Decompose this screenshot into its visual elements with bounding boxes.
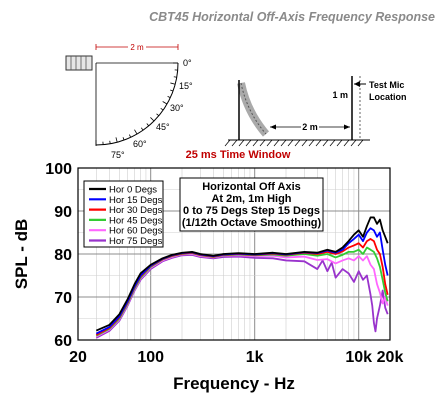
floor-hatch-line xyxy=(336,139,343,147)
arc-tick xyxy=(170,82,176,85)
distance-arrow-left xyxy=(270,124,276,130)
figure-title: CBT45 Horizontal Off-Axis Frequency Resp… xyxy=(149,10,435,24)
time-window-label: 25 ms Time Window xyxy=(186,149,291,161)
x-tick-label: 10k xyxy=(345,349,372,366)
y-tick-label: 90 xyxy=(54,204,72,221)
arc-tick xyxy=(122,137,125,141)
mic-arrow-head xyxy=(354,81,360,87)
arc-tick xyxy=(129,134,132,138)
floor-hatch-line xyxy=(301,139,308,147)
plot-frame xyxy=(77,167,391,341)
arc-tick xyxy=(140,127,144,131)
top-view-diagram: 2 m 0° 15° 30° 45° 60° 75° xyxy=(65,42,193,160)
arc-ticks xyxy=(95,62,178,145)
array-speaker xyxy=(65,55,93,71)
curved-array-side xyxy=(237,82,270,137)
floor-hatch-line xyxy=(231,139,238,147)
arc-tick xyxy=(167,96,171,99)
arc-tick xyxy=(115,137,118,143)
x-tick-label: 1k xyxy=(246,349,264,366)
measurement-arc xyxy=(95,62,179,146)
angle-label-15: 15° xyxy=(179,81,193,91)
floor-hatch-line xyxy=(308,139,315,147)
legend-label: Hor 45 Degs xyxy=(109,215,163,226)
floor-hatch-line xyxy=(329,139,336,147)
angle-label-0: 0° xyxy=(183,58,192,68)
side-distance-label-bg xyxy=(301,121,319,131)
angle-label-45: 45° xyxy=(156,122,170,132)
y-tick-label: 80 xyxy=(54,247,72,264)
floor-hatch-line xyxy=(224,139,231,147)
arc-tick xyxy=(173,76,177,78)
distance-label-bg xyxy=(128,42,146,51)
height-label: 1 m xyxy=(332,90,348,100)
y-axis-label: SPL - dB xyxy=(12,219,31,290)
y-tick-label: 100 xyxy=(45,161,72,178)
arc-tick xyxy=(134,129,138,135)
side-distance-label: 2 m xyxy=(302,122,318,132)
angle-label-60: 60° xyxy=(133,139,147,149)
arc-tick xyxy=(160,107,164,111)
x-tick-label: 20 xyxy=(69,349,87,366)
x-tick-labels: 20 100 1k 10k 20k xyxy=(69,349,403,366)
floor-hatch-line xyxy=(259,139,266,147)
legend-box xyxy=(83,180,164,248)
floor-hatch-line xyxy=(322,139,329,147)
y-tick-label: 70 xyxy=(54,290,72,307)
floor-hatch-line xyxy=(294,139,301,147)
curved-array-outline xyxy=(240,82,267,135)
annotation-line: 0 to 75 Degs Step 15 Degs xyxy=(183,205,320,217)
arc-tick xyxy=(162,101,168,105)
floor-hatch-line xyxy=(280,139,287,147)
floor-hatch-line xyxy=(252,139,259,147)
y-tick-labels: 60 70 80 90 100 xyxy=(45,161,72,350)
arc-tick xyxy=(150,117,155,122)
floor-hatch-line xyxy=(266,139,273,147)
series-line xyxy=(95,253,389,339)
angle-label-30: 30° xyxy=(170,103,184,113)
floor-hatch-line xyxy=(315,139,322,147)
arc-tick xyxy=(170,89,174,92)
series-lines xyxy=(95,216,389,339)
floor-hatch xyxy=(224,139,364,147)
legend-label: Hor 60 Degs xyxy=(109,226,163,237)
annotation-line: Horizontal Off Axis xyxy=(202,181,301,193)
arc-tick xyxy=(109,140,111,144)
annotation: Horizontal Off Axis At 2m, 1m High 0 to … xyxy=(179,177,324,232)
height-label-bg xyxy=(336,89,350,99)
y-tick-label: 60 xyxy=(54,333,72,350)
floor-hatch-line xyxy=(343,139,350,147)
annotation-box xyxy=(179,177,324,232)
mic-label-line1: Test Mic xyxy=(369,80,404,90)
series-line xyxy=(95,216,389,332)
legend-label: Hor 75 Degs xyxy=(109,236,163,247)
x-tick-label: 100 xyxy=(137,349,164,366)
x-tick-label: 20k xyxy=(377,349,404,366)
x-axis-label: Frequency - Hz xyxy=(173,374,295,393)
annotation-line: (1/12th Octave Smoothing) xyxy=(182,217,322,229)
angle-label-75: 75° xyxy=(111,150,125,160)
legend-label: Hor 15 Degs xyxy=(109,195,163,206)
distance-arrow-right xyxy=(344,124,350,130)
annotation-line: At 2m, 1m High xyxy=(211,193,291,205)
floor-hatch-line xyxy=(273,139,280,147)
distance-label: 2 m xyxy=(130,43,144,52)
floor-hatch-line xyxy=(245,139,252,147)
legend-label: Hor 30 Degs xyxy=(109,205,163,216)
side-view-diagram: 1 m Test Mic Location 2 m xyxy=(224,76,407,147)
floor-hatch-line xyxy=(350,139,357,147)
mic-label-line2: Location xyxy=(369,92,407,102)
floor-hatch-line xyxy=(238,139,245,147)
arc-tick xyxy=(146,123,150,127)
arc-tick xyxy=(156,113,160,117)
legend-label: Hor 0 Degs xyxy=(109,185,157,196)
floor-hatch-line xyxy=(287,139,294,147)
floor-hatch-line xyxy=(357,139,364,147)
